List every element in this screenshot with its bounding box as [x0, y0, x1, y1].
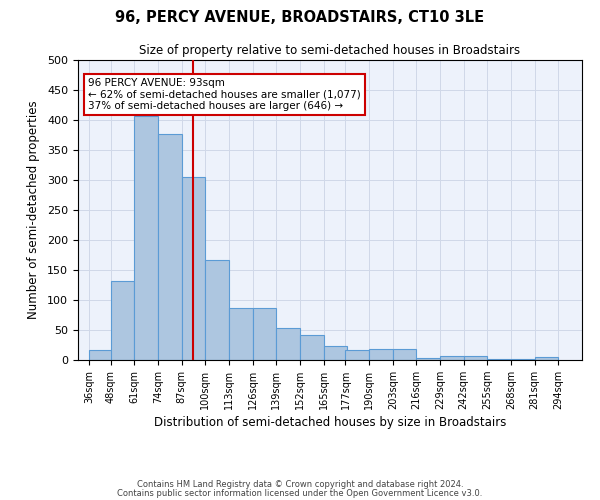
- Bar: [89, 350, 113, 360]
- Bar: [134, 116, 158, 360]
- Bar: [346, 350, 369, 360]
- Text: Contains HM Land Registry data © Crown copyright and database right 2024.: Contains HM Land Registry data © Crown c…: [137, 480, 463, 489]
- Text: 96 PERCY AVENUE: 93sqm
← 62% of semi-detached houses are smaller (1,077)
37% of : 96 PERCY AVENUE: 93sqm ← 62% of semi-det…: [88, 78, 361, 111]
- Title: Size of property relative to semi-detached houses in Broadstairs: Size of property relative to semi-detach…: [139, 44, 521, 58]
- Bar: [182, 177, 205, 360]
- Text: Contains public sector information licensed under the Open Government Licence v3: Contains public sector information licen…: [118, 488, 482, 498]
- Bar: [393, 348, 416, 360]
- Bar: [487, 359, 511, 360]
- Y-axis label: Number of semi-detached properties: Number of semi-detached properties: [27, 100, 40, 320]
- Bar: [253, 308, 277, 360]
- Bar: [535, 357, 559, 360]
- Bar: [158, 134, 182, 360]
- Bar: [229, 308, 253, 360]
- Bar: [440, 356, 464, 360]
- Bar: [323, 346, 347, 360]
- Bar: [300, 336, 323, 360]
- Text: 96, PERCY AVENUE, BROADSTAIRS, CT10 3LE: 96, PERCY AVENUE, BROADSTAIRS, CT10 3LE: [115, 10, 485, 25]
- Bar: [369, 349, 393, 360]
- X-axis label: Distribution of semi-detached houses by size in Broadstairs: Distribution of semi-detached houses by …: [154, 416, 506, 429]
- Bar: [111, 281, 134, 360]
- Bar: [464, 356, 487, 360]
- Bar: [205, 260, 229, 360]
- Bar: [277, 328, 300, 360]
- Bar: [416, 358, 440, 360]
